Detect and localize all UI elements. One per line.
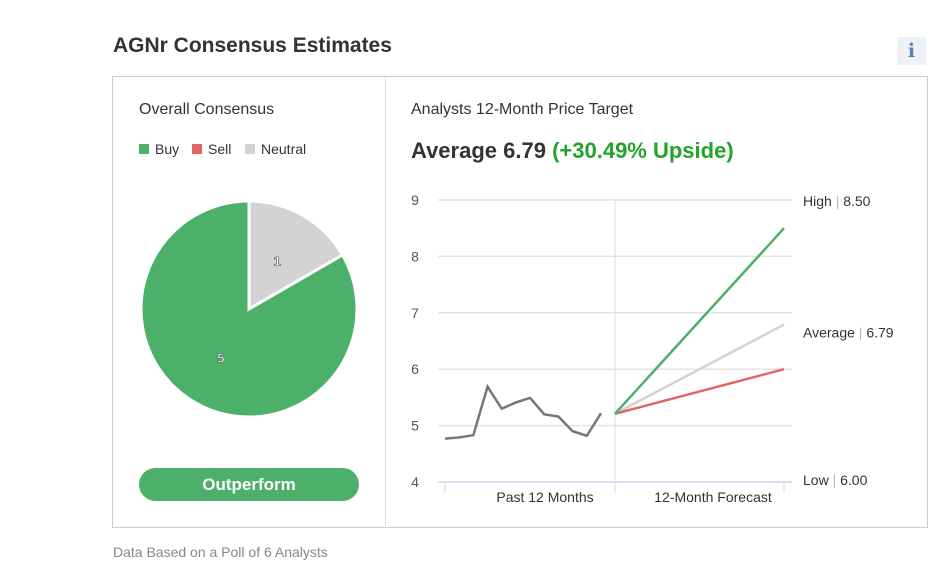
y-tick-label: 8 bbox=[411, 248, 419, 264]
forecast-low-label: Low | 6.00 bbox=[803, 472, 868, 488]
legend-label: Neutral bbox=[261, 141, 307, 157]
legend-neutral: Neutral bbox=[245, 141, 306, 157]
y-tick-label: 9 bbox=[411, 192, 419, 208]
consensus-card bbox=[112, 76, 928, 528]
outperform-badge: Outperform bbox=[139, 468, 359, 501]
forecast-high-line bbox=[614, 227, 785, 415]
legend-label: Buy bbox=[155, 141, 180, 157]
x-label-past: Past 12 Months bbox=[496, 489, 593, 505]
y-tick-label: 5 bbox=[411, 418, 419, 434]
pie-slice-buy bbox=[139, 199, 359, 419]
info-icon[interactable]: i bbox=[897, 37, 926, 65]
y-tick-label: 6 bbox=[411, 361, 419, 377]
forecast-low-line bbox=[614, 367, 785, 415]
average-value: Average 6.79 bbox=[411, 138, 546, 163]
page-title: AGNr Consensus Estimates bbox=[113, 34, 392, 57]
pie-label-neutral: 1 bbox=[273, 253, 280, 268]
y-tick-label: 4 bbox=[411, 474, 419, 490]
price-target-heading: Analysts 12-Month Price Target bbox=[411, 101, 634, 118]
sell-swatch bbox=[192, 144, 202, 154]
past-price-line bbox=[444, 383, 603, 440]
pie-slice-neutral bbox=[247, 199, 345, 312]
legend-label: Sell bbox=[208, 141, 232, 157]
forecast-average-line bbox=[614, 323, 785, 415]
legend-sell: Sell bbox=[192, 141, 231, 157]
buy-swatch bbox=[139, 144, 149, 154]
footer-note: Data Based on a Poll of 6 Analysts bbox=[113, 544, 328, 560]
neutral-swatch bbox=[245, 144, 255, 154]
forecast-high-label: High | 8.50 bbox=[803, 193, 871, 209]
overall-consensus-heading: Overall Consensus bbox=[139, 101, 275, 118]
forecast-average-label: Average | 6.79 bbox=[803, 325, 894, 341]
pie-label-buy: 5 bbox=[217, 351, 224, 366]
x-label-forecast: 12-Month Forecast bbox=[654, 489, 772, 505]
legend-buy: Buy bbox=[139, 141, 179, 157]
divider bbox=[385, 77, 386, 526]
average-target: Average 6.79 (+30.49% Upside) bbox=[411, 138, 734, 164]
y-tick-label: 7 bbox=[411, 305, 419, 321]
upside-value: (+30.49% Upside) bbox=[552, 138, 734, 163]
